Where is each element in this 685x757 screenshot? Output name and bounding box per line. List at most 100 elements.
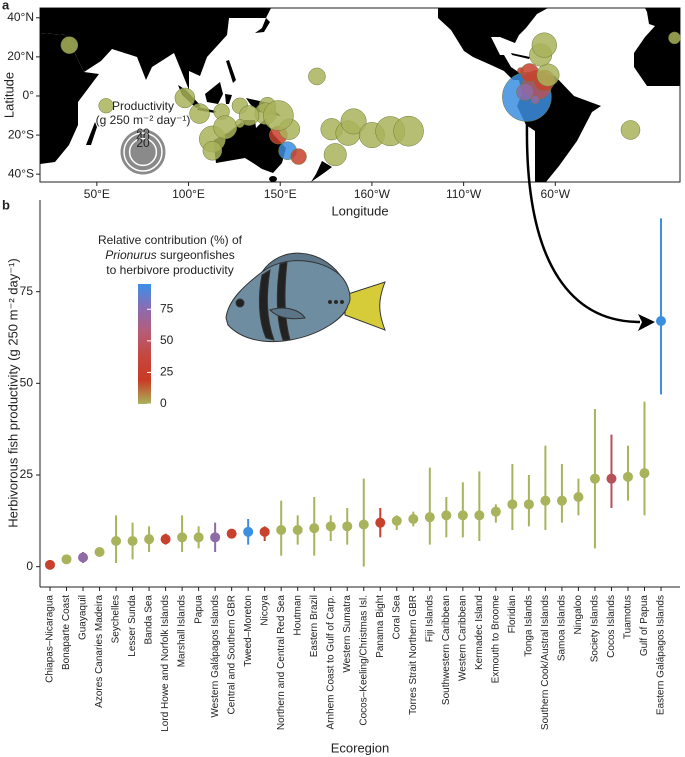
bubble bbox=[530, 95, 540, 105]
size-legend-label: 20 bbox=[136, 136, 150, 150]
bubble bbox=[238, 105, 260, 126]
x-tick-label: Seychelles bbox=[111, 595, 122, 643]
point bbox=[540, 495, 551, 506]
x-tick-label: Lord Howe and Norfolk Islands bbox=[160, 595, 171, 732]
point bbox=[358, 519, 369, 530]
x-tick-label: Eastern Brazil bbox=[309, 595, 320, 657]
y-tick-label: 25 bbox=[20, 467, 34, 481]
x-tick-label: Cocos–Keeling/Christmas Isl. bbox=[358, 595, 369, 726]
x-tick-label: Houtman bbox=[292, 595, 303, 636]
y-tick-label: 20°N bbox=[7, 49, 34, 63]
x-tick-label: Eastern Galápagos Islands bbox=[656, 595, 667, 715]
colorbar-title: Prionurus surgeonfishes bbox=[105, 248, 234, 262]
bubble bbox=[60, 36, 79, 54]
x-tick-label: 100°E bbox=[172, 187, 205, 201]
bubble bbox=[235, 118, 245, 128]
x-axis-title: Ecoregion bbox=[331, 740, 390, 755]
point bbox=[474, 510, 485, 521]
fish-illustration bbox=[225, 252, 386, 343]
colorbar-tick-label: 50 bbox=[160, 333, 174, 347]
x-tick-label: Panama Bight bbox=[375, 595, 386, 658]
point bbox=[589, 473, 600, 484]
bubble bbox=[520, 63, 539, 82]
x-tick-label: Tuamotus bbox=[623, 595, 634, 639]
x-tick-label: Arnhem Coast to Gulf of Carp. bbox=[325, 595, 336, 730]
point bbox=[408, 514, 419, 524]
x-tick-label: Central and Southern GBR bbox=[226, 595, 237, 715]
bubble bbox=[620, 120, 641, 140]
y-tick-label: 50 bbox=[20, 376, 34, 390]
x-tick-label: Kermadec Island bbox=[474, 595, 485, 670]
x-tick-label: Lesser Sunda bbox=[127, 595, 138, 657]
point bbox=[243, 526, 254, 537]
x-tick-label: 50°E bbox=[84, 187, 110, 201]
x-tick-label: Cocos Islands bbox=[606, 595, 617, 658]
x-tick-label: Gulf of Papua bbox=[639, 595, 650, 657]
x-tick-label: Banda Sea bbox=[144, 595, 155, 645]
x-tick-label: Torres Strait Northern GBR bbox=[408, 595, 419, 715]
panel-label: b bbox=[2, 197, 10, 212]
bubble bbox=[668, 31, 681, 45]
x-tick-label: 150°E bbox=[264, 187, 297, 201]
x-tick-label: Nicoya bbox=[259, 595, 270, 626]
point bbox=[639, 468, 650, 479]
point bbox=[391, 515, 402, 526]
x-tick-label: Western Sumatra bbox=[342, 595, 353, 673]
colorbar-title-rest: surgeonfishes bbox=[160, 248, 235, 262]
arrow-head bbox=[638, 314, 655, 331]
point bbox=[375, 517, 386, 528]
colorbar bbox=[138, 284, 151, 404]
bubble bbox=[98, 98, 114, 114]
x-tick-label: Northern and Central Red Sea bbox=[276, 595, 287, 731]
marks: 40°N 20°N 0° 20°S 40°S 50°E 100°E 150°E 160°W 110… bbox=[7, 10, 681, 732]
point bbox=[45, 559, 55, 570]
x-tick-label: 160°W bbox=[354, 187, 391, 201]
point bbox=[342, 521, 353, 532]
y-axis-title: Herbivorous fish productivity (g 250 m⁻²… bbox=[5, 258, 20, 527]
point bbox=[309, 523, 320, 534]
bubble bbox=[263, 100, 294, 131]
x-tick-label: Floridian bbox=[507, 595, 518, 633]
y-tick-label: 75 bbox=[20, 284, 34, 298]
point bbox=[656, 316, 666, 326]
x-tick-label: Fiji Islands bbox=[424, 595, 435, 642]
x-tick-label: Papua bbox=[193, 595, 204, 624]
bubble bbox=[536, 63, 560, 87]
arrow bbox=[525, 123, 641, 324]
x-tick-label: Guayaquil bbox=[78, 595, 89, 640]
x-tick-label: Southwestern Caribbean bbox=[441, 595, 452, 705]
point bbox=[177, 532, 188, 543]
point bbox=[507, 499, 518, 510]
y-tick-label: 40°N bbox=[7, 10, 34, 24]
size-legend-unit: (g 250 m⁻² day⁻¹) bbox=[96, 113, 191, 127]
point bbox=[292, 525, 303, 535]
x-tick-label: Tonga Islands bbox=[524, 595, 535, 657]
x-tick-label: Chiapas–Nicaragua bbox=[45, 595, 56, 683]
bubble bbox=[393, 115, 424, 147]
point bbox=[276, 525, 287, 535]
y-tick-label: 40°S bbox=[8, 166, 34, 180]
x-tick-label: Bonaparte Coast bbox=[61, 595, 72, 670]
y-tick-label: 0° bbox=[23, 88, 35, 102]
bubble bbox=[213, 115, 238, 140]
point bbox=[127, 536, 138, 546]
x-tick-label: 110°W bbox=[446, 187, 482, 201]
size-legend-circle bbox=[128, 137, 158, 167]
point bbox=[193, 532, 204, 543]
x-tick-label: Samoa Islands bbox=[557, 595, 568, 661]
point bbox=[523, 499, 534, 510]
x-tick-label: Southern Cook/Austral Islands bbox=[540, 595, 551, 730]
x-tick-label: Western Caribbean bbox=[457, 595, 468, 681]
bubble bbox=[516, 83, 534, 101]
y-axis-title: Latitude bbox=[1, 72, 16, 118]
point bbox=[78, 552, 89, 563]
x-tick-label: Marshall Islands bbox=[177, 595, 188, 667]
bubble bbox=[189, 103, 210, 124]
size-legend-title: Productivity bbox=[112, 99, 174, 113]
panel-label: a bbox=[2, 0, 10, 12]
point bbox=[573, 492, 584, 502]
y-tick-label: 0 bbox=[26, 559, 33, 573]
bubble bbox=[308, 67, 326, 86]
